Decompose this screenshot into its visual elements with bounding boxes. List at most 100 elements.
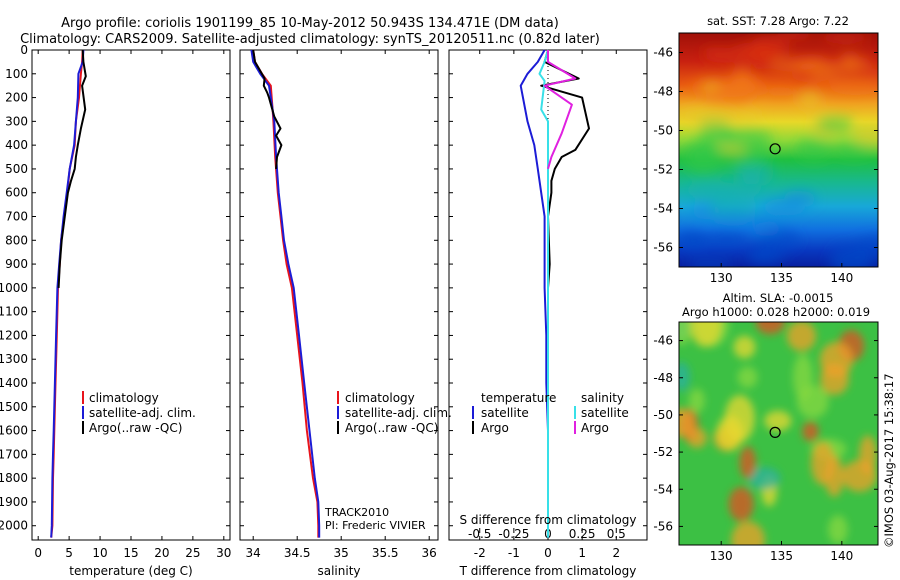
sla-patch — [687, 427, 707, 448]
x-tick-label: 34.5 — [284, 546, 311, 560]
sst-patch — [743, 143, 770, 164]
sst-patch — [685, 181, 741, 199]
sst-patch — [837, 53, 859, 73]
depth-tick-label: 1700 — [0, 447, 28, 461]
depth-tick-label: 900 — [5, 257, 28, 271]
x-tick-label: -1 — [508, 546, 520, 560]
sla-patch — [716, 415, 744, 451]
header-line2: Climatology: CARS2009. Satellite-adjuste… — [20, 32, 600, 47]
depth-tick-label: 700 — [5, 210, 28, 224]
temperature-axes — [31, 49, 231, 541]
sla-patch — [737, 366, 758, 389]
sla-patch — [748, 467, 781, 490]
sla-patch — [679, 362, 691, 392]
sla-patch — [755, 322, 785, 335]
temperature-profiles — [50, 49, 87, 538]
depth-axis: 0 100 200 300 400 500 600 700 800 900 1000 1100 1200… — [0, 43, 230, 533]
lat-tick-label: -48 — [653, 85, 673, 99]
lat-tick-label: -46 — [653, 334, 673, 348]
legend-t-satellite-label: satellite — [481, 406, 529, 420]
climatology-line — [252, 49, 320, 538]
sla-heatmap — [679, 322, 878, 545]
sla-patch — [811, 441, 835, 486]
s-diff-tick-label: 0.5 — [607, 527, 626, 541]
salinity-difference-axis: -0.5-0.2500.250.5 — [468, 527, 626, 541]
lat-tick-label: -50 — [653, 408, 673, 422]
x-tick-label: 35 — [334, 546, 349, 560]
sla-patch — [841, 460, 877, 492]
sst-patch — [684, 105, 738, 126]
temperature-legend: climatology satellite-adj. clim. Argo(..… — [82, 391, 196, 435]
argo-location-marker — [769, 143, 781, 155]
sla-patch — [731, 521, 765, 545]
sst-patch — [768, 57, 824, 72]
legend-s-satellite-label: satellite — [581, 406, 629, 420]
depth-tick-label: 300 — [5, 114, 28, 128]
salinity-legend: climatology satellite-adj. clim. Argo(..… — [337, 391, 452, 435]
salinity-depth-ticks — [240, 49, 438, 527]
sst-patch — [682, 233, 709, 252]
lat-tick-label: -56 — [653, 519, 673, 533]
argo-raw-qc-line — [252, 49, 283, 169]
sst-patch — [777, 33, 814, 41]
sla-patch — [739, 446, 756, 479]
lat-tick-label: -52 — [653, 163, 673, 177]
temperature-panel: 0100200300400500600700800900100011001200… — [0, 43, 231, 578]
pi-annotation: PI: Frederic VIVIER — [325, 519, 426, 532]
x-tick-label: 15 — [123, 546, 138, 560]
depth-tick-label: 100 — [5, 67, 28, 81]
sla-map-title: Altim. SLA: -0.0015 — [723, 291, 834, 305]
lon-tick-label: 130 — [710, 549, 733, 563]
depth-tick-label: 1000 — [0, 281, 28, 295]
sla-patch — [728, 486, 754, 522]
sst-patch — [795, 136, 833, 163]
x-tick-label: 20 — [154, 546, 169, 560]
sst-patch — [828, 78, 878, 95]
difference-profiles — [519, 49, 590, 538]
sst-patch — [727, 42, 781, 65]
difference-panel: -2 -1 0 1 2 -0.5 -0.25 0 0.25 0.5 temperature sa… — [448, 49, 648, 578]
lon-tick-label: 140 — [830, 271, 853, 285]
sst-patch — [749, 247, 773, 262]
lat-tick-label: -54 — [653, 482, 673, 496]
depth-tick-label: 2000 — [0, 519, 28, 533]
s-diff-tick-label: -0.25 — [498, 527, 529, 541]
sst-patch — [686, 151, 721, 175]
salinity-xlabel: salinity — [317, 564, 360, 578]
salinity-panel: 34 34.5 35 35.5 36 climatology satellite-adj… — [239, 49, 452, 578]
satellite-line — [519, 49, 549, 538]
legend-climatology-label: climatology — [345, 391, 415, 405]
sst-patch — [713, 211, 755, 224]
sla-patch — [802, 421, 819, 442]
x-tick-label: 35.5 — [372, 546, 399, 560]
sst-map-frame — [678, 32, 879, 268]
sla-patch — [819, 341, 853, 378]
sst-patch — [798, 90, 822, 109]
s-diff-tick-label: 0.25 — [569, 527, 596, 541]
argo-location-marker — [769, 426, 781, 438]
temperature-difference-xlabel: T difference from climatology — [459, 564, 637, 578]
depth-tick-label: 1400 — [0, 376, 28, 390]
sst-patch — [832, 243, 869, 256]
salinity-profiles — [250, 49, 321, 538]
legend-t-argo-label: Argo — [481, 421, 509, 435]
legend-satellite-label: satellite-adj. clim. — [345, 406, 452, 420]
depth-tick-label: 1600 — [0, 424, 28, 438]
sla-patch — [689, 322, 722, 347]
x-tick-label: 34 — [246, 546, 261, 560]
legend-temperature-title: temperature — [481, 391, 556, 405]
sst-patch — [819, 33, 870, 45]
x-tick-label: 30 — [216, 546, 231, 560]
sla-patch — [679, 322, 692, 346]
legend-climatology-label: climatology — [89, 391, 159, 405]
x-tick-label: 36 — [422, 546, 437, 560]
sst-texture — [679, 33, 878, 267]
sst-patch — [701, 89, 749, 108]
header-line1: Argo profile: coriolis 1901199_85 10-May… — [61, 16, 559, 31]
x-tick-label: 0 — [34, 546, 42, 560]
salinity-x-axis: 34 34.5 35 35.5 36 — [246, 50, 437, 560]
sla-map-frame — [678, 321, 879, 546]
salinity-difference-title: S difference from climatology — [460, 513, 637, 527]
sla-patch — [793, 354, 813, 401]
